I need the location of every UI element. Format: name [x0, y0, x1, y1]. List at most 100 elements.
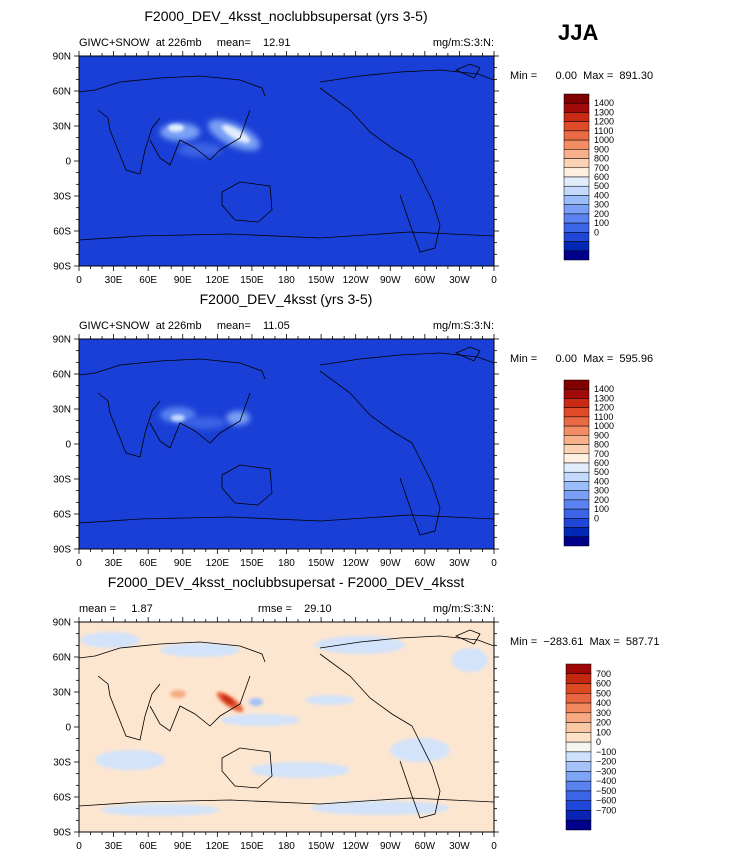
x-tick-label: 60E: [139, 841, 157, 852]
colorbar-box: [563, 176, 590, 187]
colorbar-label: 1400: [594, 98, 614, 108]
colorbar-box: [563, 379, 590, 390]
colorbar-box: [563, 481, 590, 491]
colorbar-label: 200: [596, 718, 611, 728]
x-tick-label: 60W: [415, 558, 436, 569]
x-tick-label: 60E: [139, 275, 157, 286]
x-tick-label: 120E: [206, 841, 230, 852]
x-tick-label: 150E: [240, 558, 264, 569]
panel-1-anomaly-bay-of-bengal-core: [168, 124, 184, 132]
colorbar-box: [563, 499, 590, 510]
season-label: JJA: [558, 20, 598, 45]
colorbar-box: [565, 741, 592, 753]
colorbar-box: [563, 425, 590, 436]
y-tick-label: 60S: [53, 510, 71, 521]
panel-2-units: mg/m:S:3:N:: [433, 320, 494, 332]
panel-3-coastlines: [79, 629, 494, 819]
x-tick-label: 120W: [343, 841, 370, 852]
colorbar-box: [563, 518, 590, 528]
colorbar-label: 700: [594, 163, 609, 173]
panel-1-anomaly-southeast-asia: [178, 143, 222, 157]
colorbar-label: 300: [596, 708, 611, 718]
colorbar-box: [565, 790, 592, 801]
colorbar-box: [563, 139, 590, 150]
x-tick-label: 60W: [415, 841, 436, 852]
panel-3-anomaly-west-pacific-core: [221, 694, 235, 706]
colorbar-label: 500: [594, 467, 609, 477]
x-tick-label: 30W: [449, 275, 470, 286]
colorbar-box: [565, 712, 592, 723]
x-tick-label: 150W: [308, 275, 335, 286]
x-tick-label: 0: [76, 275, 82, 286]
y-tick-label: 90S: [53, 262, 71, 273]
colorbar-box: [563, 453, 590, 464]
x-tick-label: 30E: [105, 841, 123, 852]
colorbar-box: [563, 241, 590, 252]
y-tick-label: 90S: [53, 545, 71, 556]
y-tick-label: 90N: [53, 52, 71, 63]
panel-2-field: [79, 346, 494, 536]
x-tick-label: 120E: [206, 275, 230, 286]
panel-3-anomaly-negative-pacific: [249, 698, 263, 706]
colorbar-label: 500: [594, 181, 609, 191]
colorbar-label: 700: [594, 449, 609, 459]
panel-1-coastlines: [79, 63, 494, 253]
colorbar-box: [565, 683, 592, 694]
x-tick-label: 0: [491, 275, 497, 286]
colorbar-label: −300: [596, 766, 616, 776]
x-tick-label: 90E: [174, 275, 192, 286]
colorbar-label: 1300: [594, 393, 614, 403]
colorbar-label: 200: [594, 209, 609, 219]
x-tick-label: 30E: [105, 558, 123, 569]
panel-1-left-label: GIWC+SNOW at 226mb mean= 12.91: [79, 37, 291, 49]
colorbar-box: [565, 663, 592, 675]
panel-2-anomaly-west-pacific: [226, 411, 250, 425]
y-tick-label: 60S: [53, 227, 71, 238]
colorbar-box: [565, 810, 592, 821]
y-tick-label: 90N: [53, 618, 71, 629]
colorbar-box: [563, 121, 590, 132]
colorbar-box: [563, 232, 590, 242]
colorbar-label: 1100: [594, 126, 613, 136]
y-tick-label: 0: [65, 723, 71, 734]
colorbar-box: [563, 130, 590, 141]
panel-2-colorbar: 1400130012001100100090080070060050040030…: [563, 379, 614, 547]
x-tick-label: 120W: [343, 275, 370, 286]
panel-1-units: mg/m:S:3:N:: [433, 37, 494, 49]
colorbar-label: 400: [594, 190, 609, 200]
colorbar-label: 600: [596, 679, 611, 689]
colorbar-label: 0: [594, 513, 599, 523]
x-tick-label: 0: [491, 558, 497, 569]
colorbar-label: 300: [594, 200, 609, 210]
colorbar-label: 900: [594, 430, 609, 440]
panel-1-stats: Min = 0.00 Max = 891.30: [510, 70, 653, 82]
colorbar-box: [563, 435, 590, 445]
colorbar-box: [563, 407, 590, 418]
colorbar-label: 600: [594, 458, 609, 468]
colorbar-box: [563, 102, 590, 113]
panel-2-ticks: 0 30E 60E 90E 120E 150E 180 150W 120W 90W 60W 30W 09…: [53, 334, 499, 569]
x-tick-label: 150W: [308, 558, 335, 569]
x-tick-label: 90E: [174, 841, 192, 852]
panel-2-stats: Min = 0.00 Max = 595.96: [510, 353, 653, 365]
colorbar-label: 900: [594, 144, 609, 154]
x-tick-label: 180: [278, 275, 295, 286]
colorbar-box: [563, 250, 590, 261]
x-tick-label: 150W: [308, 841, 335, 852]
x-tick-label: 120E: [206, 558, 230, 569]
x-tick-label: 90W: [380, 841, 401, 852]
colorbar-box: [563, 149, 590, 159]
y-tick-label: 60N: [53, 653, 71, 664]
colorbar-label: 1000: [594, 135, 614, 145]
colorbar-box: [565, 722, 592, 733]
panel-1-ticks: 0 30E 60E 90E 120E 150E 180 150W 120W 90W 60W 30W 09…: [53, 51, 499, 286]
colorbar-box: [563, 195, 590, 205]
panel-3-center-label: rmse = 29.10: [258, 603, 332, 615]
colorbar-box: [565, 693, 592, 704]
panel-3-left-label: mean = 1.87: [79, 603, 153, 615]
colorbar-box: [563, 93, 590, 104]
panel-1-map-background: [79, 56, 494, 266]
y-tick-label: 30S: [53, 758, 71, 769]
x-tick-label: 90W: [380, 275, 401, 286]
y-tick-label: 30S: [53, 192, 71, 203]
